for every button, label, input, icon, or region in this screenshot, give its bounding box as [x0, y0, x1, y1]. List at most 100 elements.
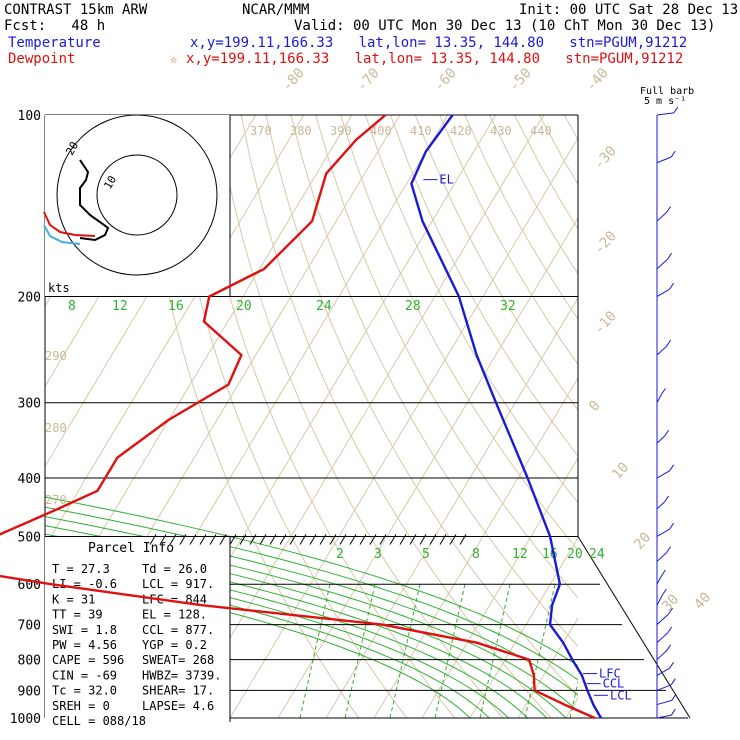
mixing-ratio-line [434, 584, 466, 718]
isotherm-line [421, 457, 578, 718]
annotation-lfc: LFC [599, 667, 621, 681]
hatch-mark [449, 534, 457, 545]
parcel-info-left: Tc = 32.0 [52, 684, 117, 698]
wind-barb-flag [669, 661, 675, 669]
hatch-mark [429, 534, 437, 545]
hodograph-ring-outer [56, 114, 218, 276]
hatch-mark [359, 534, 367, 545]
frame-right-skew [577, 536, 691, 719]
wind-barb [656, 684, 672, 691]
parcel-info-right: LCL = 917. [142, 577, 214, 591]
parcel-info-title: Parcel Info [88, 541, 174, 556]
temperature-legend-label: Temperature [8, 35, 101, 51]
isotherm-line [325, 297, 578, 718]
dry-adiabat-label: 420 [450, 124, 472, 138]
wind-barb [656, 552, 667, 562]
dry-adiabat-line [166, 115, 408, 718]
moist-adiabat-label: 16 [168, 299, 184, 314]
dry-adiabat-label: 430 [490, 124, 512, 138]
hatch-mark [199, 534, 207, 545]
hodograph-ring-label-20: 20 [63, 140, 81, 158]
pressure-label: 400 [18, 472, 41, 487]
hodograph-ring-label-10: 10 [101, 174, 119, 192]
hatch-mark [159, 534, 167, 545]
dry-adiabat-line [215, 115, 504, 718]
wind-barb-flag [669, 522, 675, 530]
hatch-mark [289, 534, 297, 545]
wind-barb-flag [666, 644, 672, 652]
hatch-mark [219, 534, 227, 545]
moist-adiabat-label: 12 [112, 299, 128, 314]
theta-label: 270 [45, 493, 67, 507]
hatch-mark [239, 534, 247, 545]
dry-adiabat-label: 390 [330, 124, 352, 138]
hatch-mark [189, 534, 197, 545]
mixing-ratio-label: 5 [422, 547, 430, 562]
hatch-mark [409, 534, 417, 545]
pressure-label: 100 [18, 109, 41, 124]
hatch-mark [399, 534, 407, 545]
parcel-info-left: CAPE = 596 [52, 653, 124, 667]
hatch-mark [389, 534, 397, 545]
annotation-el: EL [439, 173, 453, 187]
dry-adiabat-label: 380 [290, 124, 312, 138]
wind-barb [656, 288, 670, 297]
hatch-mark [309, 534, 317, 545]
moist-adiabat-label: 28 [405, 299, 421, 314]
parcel-info-right: LAPSE= 4.6 [142, 699, 214, 713]
parcel-info-left: CELL = 088/18 [52, 714, 146, 728]
isotherm-line [181, 115, 545, 718]
mixing-ratio-label: 20 [567, 547, 583, 562]
theta-label: 290 [45, 349, 67, 363]
hatch-mark [249, 534, 257, 545]
dry-adiabat-label: 440 [530, 124, 552, 138]
hatch-mark [149, 534, 157, 545]
hatch-mark [459, 534, 467, 545]
dry-adiabat-line [340, 115, 578, 551]
hatch-mark [319, 534, 327, 545]
hatch-mark [169, 534, 177, 545]
valid-time: Valid: 00 UTC Mon 30 Dec 13 (10 ChT Mon … [294, 18, 716, 34]
wind-barb [656, 667, 670, 676]
mixing-ratio-line [344, 584, 376, 718]
mixing-ratio-line [299, 584, 331, 718]
parcel-info-right: Td = 26.0 [142, 562, 207, 576]
wind-barb [656, 528, 670, 537]
hodograph-trace-red [43, 211, 96, 237]
hatch-mark [369, 534, 377, 545]
dewpoint-line [0, 114, 596, 720]
wind-barb-flag [673, 106, 679, 114]
wind-barb-column [656, 106, 679, 719]
wind-barb [656, 112, 674, 116]
wind-barb-flag [670, 678, 676, 685]
wind-barb [656, 345, 667, 356]
wind-barb-flag [668, 607, 674, 615]
wind-barb [656, 632, 668, 644]
parcel-info-left: CIN = -69 [52, 668, 117, 682]
mixing-ratio-label: 2 [336, 547, 344, 562]
isotherm-line [469, 537, 578, 718]
hatch-mark [419, 534, 427, 545]
annotation-lcl: LCL [610, 688, 632, 702]
dry-adiabat-line [191, 115, 456, 718]
parcel-info-left: SREH = 0 [52, 699, 110, 713]
wind-barb [656, 714, 672, 719]
hatch-mark [439, 534, 447, 545]
parcel-info-right: SWEAT= 268 [142, 653, 214, 667]
parcel-info-left: T = 27.3 [52, 562, 110, 576]
hodograph-trace-cyan [43, 224, 81, 245]
wind-barb-flag [667, 626, 673, 634]
parcel-info-left: PW = 4.56 [52, 638, 117, 652]
theta-label: 280 [45, 421, 67, 435]
pressure-label: 200 [18, 291, 41, 306]
dewpoint-location: x,y=199.11,166.33 lat,lon= 13.35, 144.80… [186, 51, 684, 67]
wind-barb-flag [671, 694, 677, 701]
wind-barb-flag [660, 388, 666, 395]
isotherm-line [277, 217, 578, 718]
forecast-hour: Fcst: 48 h [4, 18, 106, 34]
parcel-info-left: TT = 39 [52, 608, 103, 622]
dewpoint-legend-label: Dewpoint [8, 51, 76, 67]
pressure-label: 500 [18, 530, 41, 545]
